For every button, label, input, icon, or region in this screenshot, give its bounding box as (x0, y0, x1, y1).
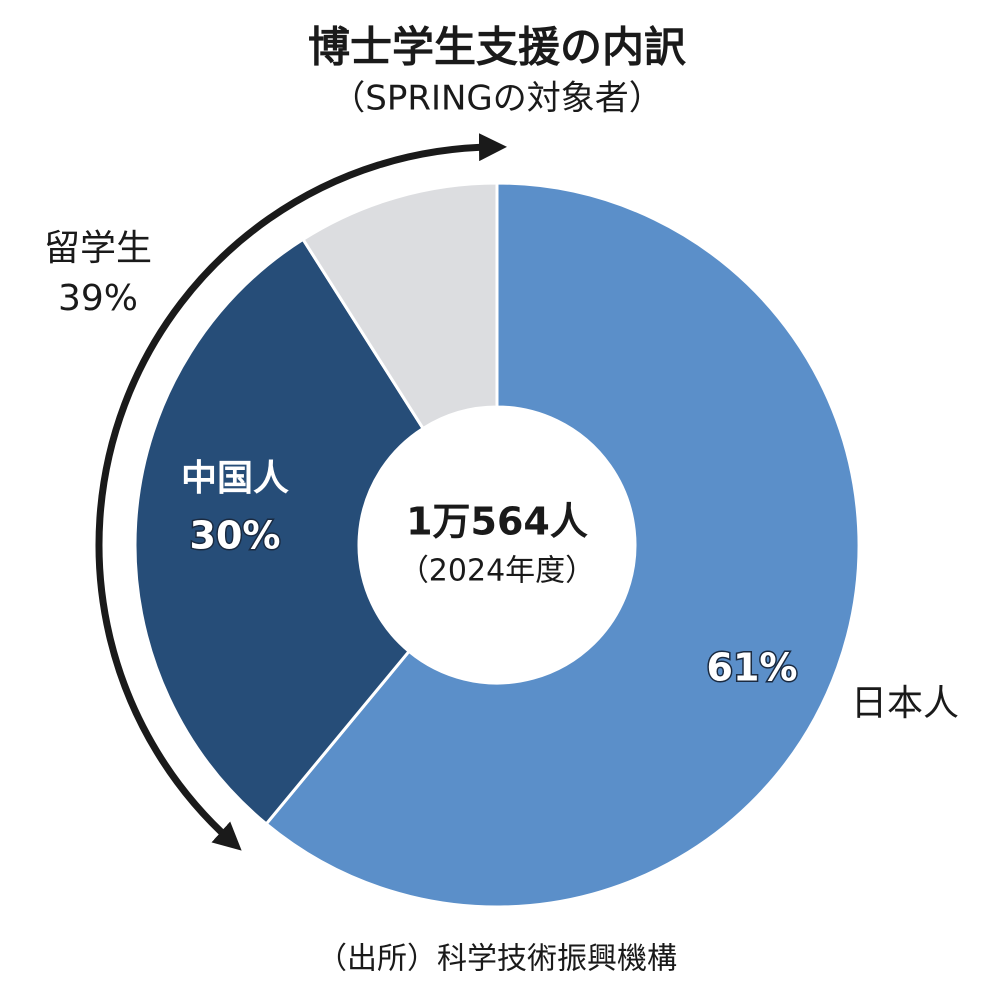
center-year: （2024年度） (399, 554, 595, 589)
chart-subtitle: （SPRINGの対象者） (331, 79, 663, 119)
source: （出所）科学技術振興機構 (317, 942, 677, 977)
group-label: 留学生 (44, 228, 152, 269)
category-label: 日本人 (851, 683, 959, 724)
value-label: 61% (707, 646, 798, 690)
chart-title: 博士学生支援の内訳 (308, 23, 687, 72)
value-label: 30% (190, 514, 281, 558)
center-total: 1万564人 (406, 500, 588, 544)
category-label: 中国人 (181, 458, 289, 499)
group-value-label: 39% (58, 278, 138, 319)
group-arrow (95, 133, 508, 851)
